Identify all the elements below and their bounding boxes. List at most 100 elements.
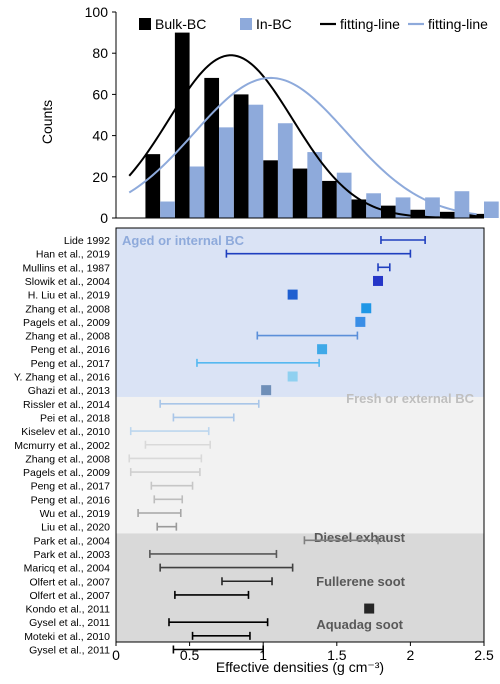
study-label: Park et al., 2003 (34, 549, 111, 561)
study-label: Peng et al., 2017 (31, 358, 111, 370)
study-label: Moteki et al., 2010 (24, 631, 110, 643)
region-backgrounds (116, 228, 484, 642)
study-label: Rissler et al., 2014 (23, 399, 110, 411)
region-label: Diesel exhaust (314, 530, 406, 545)
x-tick-label: 1 (259, 647, 267, 663)
region-label: Fullerene soot (316, 574, 406, 589)
study-label: Lide 1992 (64, 235, 110, 247)
study-label: Olfert et al., 2007 (29, 576, 110, 588)
region-soot-bg (116, 533, 484, 642)
study-label: Kondo et al., 2011 (26, 604, 111, 616)
study-label: Y. Zhang et al., 2016 (14, 372, 110, 384)
study-label: H. Liu et al., 2019 (28, 290, 110, 302)
bar-in-bc (307, 152, 323, 218)
bar-in-bc (219, 127, 234, 218)
legend-label: fitting-line (340, 16, 400, 32)
density-axes: 0 0.5 1 1.5 2 2.5 (112, 227, 494, 663)
legend-label: fitting-line (428, 16, 488, 32)
study-label: Wu et al., 2019 (40, 508, 111, 520)
study-label: Gysel et al., 2011 (29, 645, 110, 657)
bar-in-bc (248, 104, 264, 218)
bar-bulk-bc (292, 168, 308, 218)
x-tick-label: 0.5 (180, 647, 200, 663)
point-marker (355, 316, 366, 327)
region-label: Aquadag soot (316, 617, 403, 632)
study-label: Olfert et al., 2007 (29, 590, 110, 602)
study-label: Peng et al., 2016 (31, 344, 111, 356)
bar-in-bc (454, 191, 470, 218)
histogram-axes: 0 20 40 60 80 100 (85, 4, 484, 226)
bar-in-bc (395, 197, 411, 218)
study-label: Pei et al., 2018 (40, 412, 110, 424)
study-label: Peng et al., 2017 (31, 481, 111, 493)
study-label: Zhang et al., 2008 (25, 303, 110, 315)
study-label: Mullins et al., 1987 (22, 262, 110, 274)
study-label: Pagels et al., 2009 (23, 467, 110, 479)
bar-bulk-bc (322, 180, 337, 218)
bar-bulk-bc (410, 209, 426, 218)
study-label: Ghazi et al., 2013 (28, 385, 110, 397)
x-axis-label: Effective densities (g cm⁻³) (216, 659, 384, 675)
x-tick-label: 2.5 (474, 647, 494, 663)
region-fresh-bg (116, 396, 484, 534)
histogram-panel: 0 20 40 60 80 100 Counts Bulk-BC In-BC fitting-… (39, 4, 499, 226)
y-tick-label: 0 (100, 210, 108, 226)
bar-in-bc (277, 123, 293, 218)
bar-bulk-bc (439, 211, 455, 218)
bar-bulk-bc (174, 32, 190, 218)
study-label: Gysel et al., 2011 (29, 617, 110, 629)
density-panel: Aged or internal BC Fresh or external BC D… (14, 227, 494, 675)
study-label: Zhang et al., 2008 (25, 331, 110, 343)
bar-bulk-bc (145, 154, 161, 218)
x-tick-label: 2 (407, 647, 415, 663)
legend-label: In-BC (256, 16, 292, 32)
region-labels: Aged or internal BC Fresh or external BC D… (122, 233, 475, 632)
y-tick-label: 40 (92, 128, 108, 144)
point-marker (373, 275, 384, 286)
study-label: Slowik et al., 2004 (25, 276, 110, 288)
y-tick-label: 60 (92, 86, 108, 102)
point-marker (287, 289, 298, 300)
point-marker (361, 303, 372, 314)
legend-swatch (139, 18, 151, 30)
histogram-bars (145, 32, 499, 218)
study-label: Zhang et al., 2008 (25, 453, 110, 465)
point-marker (364, 603, 375, 614)
bar-bulk-bc (263, 160, 278, 218)
region-label: Fresh or external BC (346, 391, 474, 406)
y-tick-label: 100 (85, 4, 109, 20)
bar-in-bc (160, 201, 175, 218)
density-marks (128, 236, 426, 654)
fitting-curves (128, 54, 477, 219)
legend: Bulk-BC In-BC fitting-line fitting-line (139, 16, 488, 32)
study-label: Peng et al., 2016 (31, 494, 111, 506)
study-label: Park et al., 2004 (34, 535, 111, 547)
study-label: Han et al., 2019 (36, 249, 110, 261)
bar-bulk-bc (233, 94, 249, 218)
region-aged-bg (116, 228, 484, 397)
fitting-curve-1 (128, 54, 455, 219)
study-label: Liu et al., 2020 (41, 522, 110, 534)
bar-in-bc (336, 172, 352, 218)
y-axis-label: Counts (39, 100, 55, 144)
point-marker (287, 371, 298, 382)
legend-swatch (240, 18, 252, 30)
region-label: Aged or internal BC (122, 233, 245, 248)
bar-bulk-bc (204, 77, 220, 218)
study-label: Pagels et al., 2009 (23, 317, 110, 329)
y-tick-label: 80 (92, 45, 108, 61)
bar-bulk-bc (469, 213, 484, 218)
study-label: Maricq et al., 2004 (24, 563, 111, 575)
legend-label: Bulk-BC (155, 16, 206, 32)
bar-in-bc (484, 201, 499, 218)
study-label: Mcmurry et al., 2002 (14, 440, 110, 452)
point-marker (261, 385, 272, 396)
density-frame (115, 227, 485, 643)
study-label: Kiselev et al., 2010 (21, 426, 110, 438)
bar-bulk-bc (351, 199, 367, 218)
bar-in-bc (189, 166, 205, 218)
x-tick-label: 1.5 (327, 647, 347, 663)
point-marker (317, 344, 328, 355)
